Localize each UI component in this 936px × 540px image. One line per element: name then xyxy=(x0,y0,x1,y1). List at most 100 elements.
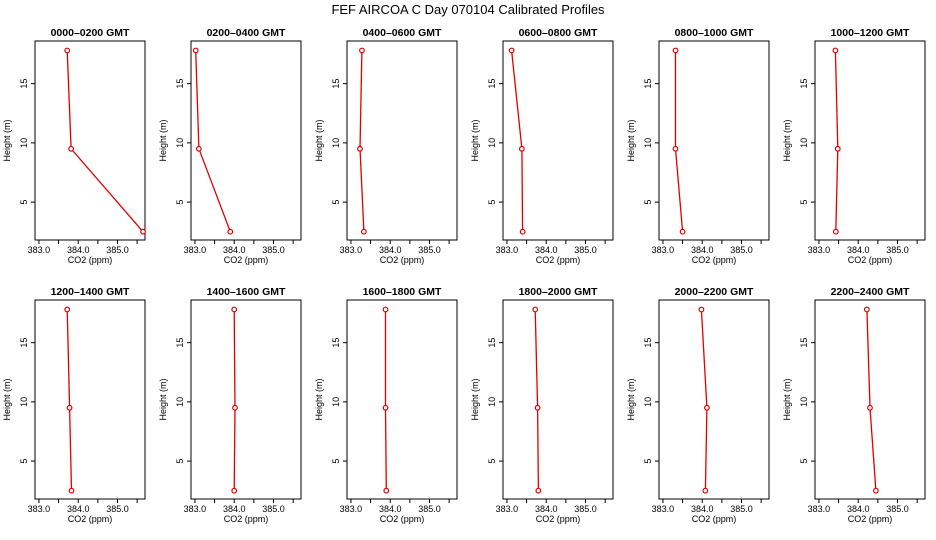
plot-frame xyxy=(814,299,926,500)
data-point xyxy=(232,404,238,411)
x-axis-label: CO2 (ppm) xyxy=(224,255,269,265)
x-tick-label: 383.0 xyxy=(340,504,363,514)
y-tick-label: 5 xyxy=(487,459,497,464)
profile-line xyxy=(674,50,684,232)
y-tick-label: 15 xyxy=(799,338,809,348)
data-point xyxy=(382,404,389,411)
data-point xyxy=(383,487,390,494)
x-tick-label: 385.0 xyxy=(418,245,441,255)
y-tick-label: 10 xyxy=(19,138,29,148)
y-axis-label: Height (m) xyxy=(314,119,324,161)
panel-title: 1600–1800 GMT xyxy=(363,286,442,298)
data-point xyxy=(535,487,542,494)
y-tick-label: 15 xyxy=(331,79,341,89)
plot-frame xyxy=(190,40,302,241)
y-tick-label: 5 xyxy=(487,200,497,205)
y-axis-label: Height (m) xyxy=(2,119,12,161)
y-tick-label: 10 xyxy=(19,397,29,407)
x-axis-label: CO2 (ppm) xyxy=(536,255,581,265)
y-axis-label: Height (m) xyxy=(470,378,480,420)
data-point xyxy=(227,228,234,235)
x-axis-label: CO2 (ppm) xyxy=(68,514,113,524)
figure-title: FEF AIRCOA C Day 070104 Calibrated Profi… xyxy=(331,2,605,17)
data-point xyxy=(357,145,363,152)
y-axis-label: Height (m) xyxy=(626,119,636,161)
data-point xyxy=(867,404,873,411)
y-tick-label: 15 xyxy=(19,338,29,348)
panel-title: 2000–2200 GMT xyxy=(675,286,754,298)
y-tick-label: 5 xyxy=(19,200,29,205)
y-tick-label: 15 xyxy=(175,338,185,348)
y-axis-label: Height (m) xyxy=(158,378,168,420)
data-point xyxy=(704,404,710,411)
y-tick-label: 15 xyxy=(487,79,497,89)
profile-line xyxy=(700,309,708,491)
profile-line xyxy=(66,50,144,233)
panel-title: 0600–0800 GMT xyxy=(519,27,598,39)
data-point xyxy=(532,306,539,313)
x-tick-label: 383.0 xyxy=(496,245,519,255)
data-point xyxy=(68,145,75,152)
data-point xyxy=(519,228,526,235)
x-tick-label: 384.0 xyxy=(535,245,558,255)
plot-frame xyxy=(346,299,458,500)
y-axis-label: Height (m) xyxy=(2,378,12,420)
x-tick-label: 383.0 xyxy=(496,504,519,514)
x-tick-label: 385.0 xyxy=(886,245,909,255)
y-tick-label: 5 xyxy=(643,200,653,205)
y-tick-label: 5 xyxy=(643,459,653,464)
x-axis-label: CO2 (ppm) xyxy=(224,514,269,524)
data-point xyxy=(518,145,525,152)
x-axis-label: CO2 (ppm) xyxy=(692,514,737,524)
plot-frame xyxy=(814,40,926,241)
x-tick-label: 384.0 xyxy=(67,504,90,514)
y-tick-label: 5 xyxy=(175,459,185,464)
x-tick-label: 384.0 xyxy=(379,504,402,514)
y-tick-label: 10 xyxy=(799,397,809,407)
data-point xyxy=(66,404,73,411)
x-tick-label: 383.0 xyxy=(184,504,207,514)
y-tick-label: 5 xyxy=(331,200,341,205)
plot-frame xyxy=(658,40,770,241)
y-tick-label: 5 xyxy=(799,459,809,464)
panel-title: 1400–1600 GMT xyxy=(207,286,286,298)
x-tick-label: 385.0 xyxy=(106,245,129,255)
data-point xyxy=(192,47,199,54)
data-point xyxy=(64,47,71,54)
panel-title: 0000–0200 GMT xyxy=(51,27,130,39)
data-point xyxy=(832,228,839,235)
profile-line xyxy=(384,309,387,491)
x-tick-label: 383.0 xyxy=(28,245,51,255)
data-point xyxy=(195,145,202,152)
profile-line xyxy=(834,50,839,232)
data-point xyxy=(231,306,238,313)
x-axis-label: CO2 (ppm) xyxy=(380,255,425,265)
plot-frame xyxy=(346,40,458,241)
x-tick-label: 385.0 xyxy=(574,245,597,255)
y-tick-label: 15 xyxy=(799,79,809,89)
x-tick-label: 384.0 xyxy=(847,245,870,255)
y-tick-label: 15 xyxy=(643,338,653,348)
x-tick-label: 385.0 xyxy=(262,245,285,255)
x-tick-label: 384.0 xyxy=(691,245,714,255)
y-tick-label: 15 xyxy=(487,338,497,348)
y-tick-label: 10 xyxy=(331,397,341,407)
x-axis-label: CO2 (ppm) xyxy=(536,514,581,524)
x-tick-label: 383.0 xyxy=(652,504,675,514)
y-tick-label: 15 xyxy=(19,79,29,89)
data-point xyxy=(382,306,389,313)
x-axis-label: CO2 (ppm) xyxy=(380,514,425,524)
x-tick-label: 384.0 xyxy=(379,245,402,255)
plot-frame xyxy=(502,299,614,500)
y-tick-label: 10 xyxy=(799,138,809,148)
y-tick-label: 5 xyxy=(19,459,29,464)
plot-frame xyxy=(190,299,302,500)
x-tick-label: 385.0 xyxy=(106,504,129,514)
